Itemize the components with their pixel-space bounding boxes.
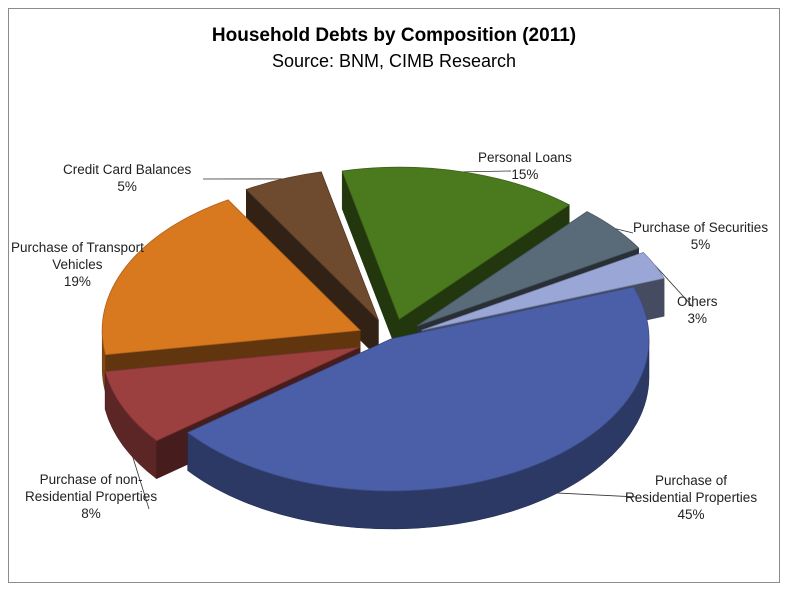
label-others-pct: 3% [687,311,708,326]
label-nonresidential-line1: Purchase of non- [39,472,143,487]
leader-line-others [654,264,694,308]
label-residential-line1: Purchase of [655,473,728,488]
pie-slice-top-purchase-of-residential-properties [186,286,650,492]
pie-slice-top-credit-card-balances [245,171,379,321]
label-creditcard-line1: Credit Card Balances [63,162,192,177]
pie-chart [101,166,694,530]
label-residential-line2: Residential Properties [625,490,758,505]
pie-slice-top-purchase-of-securities [416,211,640,327]
label-personal-line1: Personal Loans [478,150,572,165]
label-transport-pct: 19% [63,274,91,289]
pie-slice-top-purchase-of-transport-vehicles [101,199,362,356]
label-creditcard-pct: 5% [117,179,137,194]
label-purchase-of-securities: Purchase of Securities 5% [633,219,768,253]
label-nonresidential-pct: 8% [81,506,101,521]
pie-slice-top-personal-loans [341,166,571,320]
label-securities-line1: Purchase of Securities [633,220,769,235]
pie-slice-top-purchase-of-non-residential-properties [104,346,361,442]
pie-slice-purchase-of-residential-properties [186,286,650,530]
label-others-line1: Others [677,294,718,309]
chart-frame: Household Debts by Composition (2011) So… [8,8,780,583]
pie-slice-top-others [421,251,665,331]
label-credit-card-balances: Credit Card Balances 5% [63,161,191,195]
label-transport-line2: Vehicles [52,257,103,272]
leader-line-personal-loans [462,170,512,173]
label-transport-vehicles: Purchase of Transport Vehicles 19% [11,239,144,290]
leader-line-purchase-of-securities [615,228,634,234]
label-personal-loans: Personal Loans 15% [478,149,572,183]
chart-subtitle: Source: BNM, CIMB Research [271,51,517,71]
chart-title: Household Debts by Composition (2011) [211,25,577,46]
label-transport-line1: Purchase of Transport [11,240,144,255]
label-residential-properties: Purchase of Residential Properties 45% [625,472,757,523]
label-securities-pct: 5% [690,237,711,252]
pie-slices [101,166,665,530]
label-nonresidential-properties: Purchase of non- Residential Properties … [25,471,157,522]
label-others: Others 3% [677,293,718,327]
label-residential-pct: 45% [677,507,705,522]
label-personal-pct: 15% [511,167,539,182]
label-nonresidential-line2: Residential Properties [25,489,158,504]
